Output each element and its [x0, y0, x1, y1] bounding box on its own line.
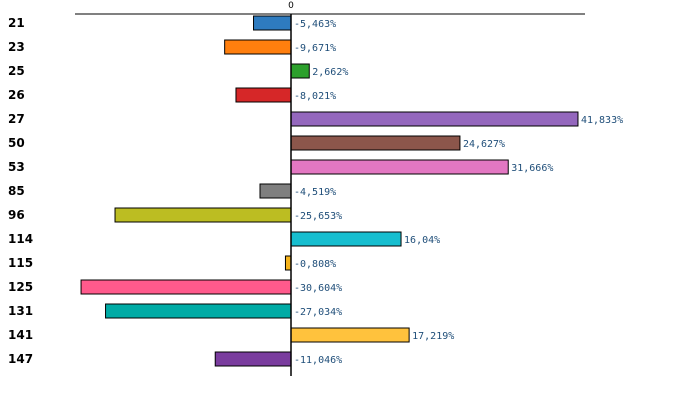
bar — [80, 279, 292, 295]
category-label: 23 — [8, 40, 25, 54]
category-label: 131 — [8, 304, 33, 318]
value-label: -0,808% — [294, 259, 336, 270]
value-label: 16,04% — [404, 235, 440, 246]
category-label: 96 — [8, 208, 25, 222]
bar — [105, 303, 292, 319]
bar — [114, 207, 292, 223]
value-label: 31,666% — [511, 163, 553, 174]
zero-tick-label: 0 — [288, 1, 294, 11]
category-label: 50 — [8, 136, 25, 150]
bar — [290, 63, 310, 79]
bar — [214, 351, 292, 367]
value-label: -25,653% — [294, 211, 342, 222]
bar — [290, 231, 402, 247]
value-label: 24,627% — [463, 139, 505, 150]
bar — [290, 135, 461, 151]
value-label: 17,219% — [412, 331, 454, 342]
value-label: -8,021% — [294, 91, 336, 102]
category-label: 114 — [8, 232, 33, 246]
category-label: 26 — [8, 88, 25, 102]
bar — [259, 183, 292, 199]
bar — [224, 39, 292, 55]
category-label: 53 — [8, 160, 25, 174]
category-label: 147 — [8, 352, 33, 366]
value-label: 2,662% — [312, 67, 348, 78]
category-label: 21 — [8, 16, 25, 30]
value-label: -4,519% — [294, 187, 336, 198]
value-label: -30,604% — [294, 283, 342, 294]
bar — [235, 87, 292, 103]
bar — [290, 111, 579, 127]
bar — [290, 159, 509, 175]
category-label: 27 — [8, 112, 25, 126]
category-label: 141 — [8, 328, 33, 342]
bars-group: 21 -5,463% 23 -9,671% 25 2,662% 26 -8,021% 27 41,… — [8, 15, 623, 367]
category-label: 25 — [8, 64, 25, 78]
bar — [290, 327, 410, 343]
bar — [253, 15, 292, 31]
value-label: -27,034% — [294, 307, 342, 318]
category-label: 125 — [8, 280, 33, 294]
value-label: -9,671% — [294, 43, 336, 54]
value-label: 41,833% — [581, 115, 623, 126]
value-label: -11,046% — [294, 355, 342, 366]
bar — [284, 255, 292, 271]
value-label: -5,463% — [294, 19, 336, 30]
category-label: 85 — [8, 184, 25, 198]
category-label: 115 — [8, 256, 33, 270]
